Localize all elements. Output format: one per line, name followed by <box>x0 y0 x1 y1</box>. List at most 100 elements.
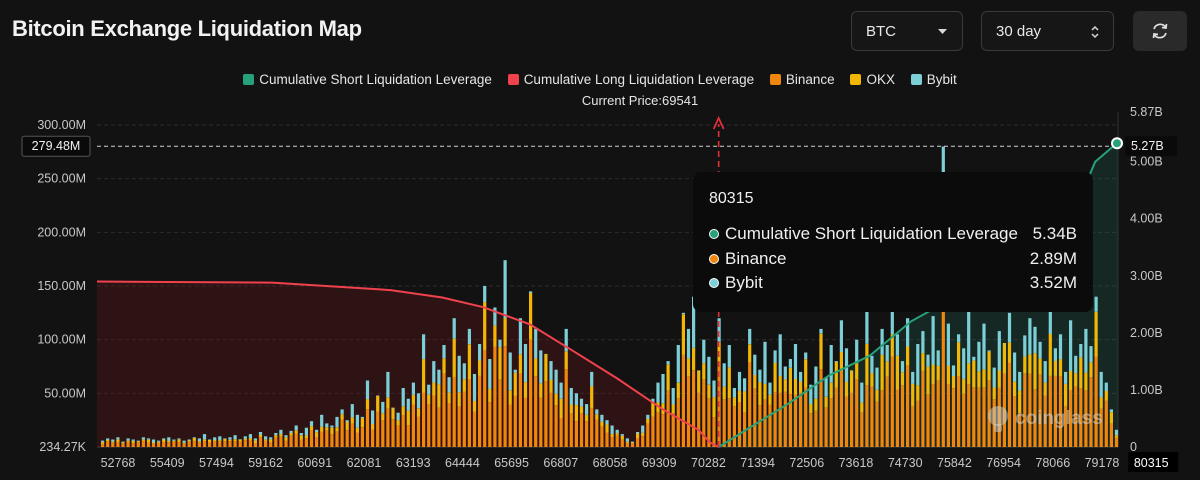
bar-okx <box>544 353 548 382</box>
bar-binance <box>529 339 533 447</box>
bar-bybit <box>136 440 140 442</box>
bar-bybit <box>513 369 517 373</box>
bar-binance <box>513 396 517 447</box>
bar-okx <box>646 419 650 424</box>
bar-binance <box>549 392 553 447</box>
legend-item-long[interactable]: Cumulative Long Liquidation Leverage <box>507 72 754 87</box>
bar-bybit <box>844 348 849 382</box>
bar-binance <box>228 441 232 447</box>
bar-bybit <box>376 395 380 396</box>
bar-okx <box>391 407 395 420</box>
bar-okx <box>432 382 436 396</box>
bar-okx <box>411 394 415 405</box>
bar-okx <box>248 438 252 440</box>
bar-okx <box>921 353 925 371</box>
bar-binance <box>340 420 344 447</box>
bar-binance <box>773 391 777 447</box>
bar-bybit <box>447 377 451 393</box>
long-line <box>96 280 720 448</box>
bar-okx <box>472 401 477 412</box>
bar-binance <box>661 414 665 447</box>
bar-binance <box>962 393 966 447</box>
x-tick-highlight <box>1128 452 1179 472</box>
bar-okx <box>427 394 431 404</box>
bar-okx <box>946 365 950 384</box>
bar-binance <box>1033 389 1037 447</box>
watermark-text: coinglass <box>1015 408 1103 429</box>
bar-binance <box>141 440 145 447</box>
bar-okx <box>238 439 242 442</box>
bar-okx <box>325 427 329 431</box>
right-tick-label: 5.87B <box>1130 105 1163 119</box>
bar-binance <box>269 442 273 447</box>
bar-bybit <box>162 438 166 440</box>
bar-bybit <box>865 309 869 344</box>
bar-okx <box>605 424 609 433</box>
bar-bybit <box>1007 312 1012 343</box>
up-down-chevron-icon <box>1091 25 1099 39</box>
bar-bybit <box>895 334 899 356</box>
bar-binance <box>1089 377 1093 447</box>
bar-bybit <box>686 328 691 359</box>
bar-okx <box>855 363 859 380</box>
bar-okx <box>957 342 961 376</box>
bar-binance <box>299 439 303 447</box>
bar-bybit <box>457 355 461 393</box>
bar-bybit <box>579 398 584 407</box>
legend-item-binance[interactable]: Binance <box>769 72 835 87</box>
bar-binance <box>330 434 334 447</box>
bar-bybit <box>737 371 742 391</box>
bar-okx <box>151 442 156 444</box>
bar-binance <box>304 438 308 447</box>
legend-swatch <box>507 74 519 85</box>
bar-okx <box>951 376 956 389</box>
bar-okx <box>610 434 614 438</box>
period-select-value: 30 day <box>996 23 1042 40</box>
legend-item-short[interactable]: Cumulative Short Liquidation Leverage <box>243 72 492 87</box>
bar-binance <box>636 438 640 447</box>
bar-bybit <box>483 286 487 303</box>
bar-binance <box>855 379 859 447</box>
period-select[interactable]: 30 day <box>981 11 1114 51</box>
bar-bybit <box>1094 296 1098 312</box>
bar-okx <box>182 442 186 444</box>
bar-bybit <box>335 416 339 428</box>
bar-bybit <box>467 328 471 345</box>
bar-bybit <box>197 438 201 442</box>
bar-binance <box>814 410 818 447</box>
bar-bybit <box>758 369 762 383</box>
bar-bybit <box>834 361 838 362</box>
bar-bybit <box>676 345 680 383</box>
coin-select[interactable]: BTC <box>851 11 963 51</box>
bar-bybit <box>564 328 568 352</box>
bar-bybit <box>712 380 716 398</box>
bar-binance <box>921 370 925 447</box>
bar-binance <box>865 385 869 447</box>
bar-okx <box>559 398 563 418</box>
bar-binance <box>712 417 716 447</box>
bar-binance <box>829 398 833 447</box>
bar-binance <box>442 373 446 447</box>
bar-bybit <box>1104 382 1108 391</box>
dot-icon <box>709 253 719 264</box>
bar-okx <box>335 427 339 432</box>
bar-bybit <box>452 318 456 339</box>
bar-bybit <box>850 371 854 373</box>
bar-binance <box>982 387 986 447</box>
bar-bybit <box>997 331 1001 371</box>
left-tick-label: 250.00M <box>37 172 86 186</box>
bar-binance <box>223 441 227 447</box>
bar-binance <box>106 441 110 447</box>
legend-item-okx[interactable]: OKX <box>850 72 895 87</box>
bar-binance <box>213 441 217 447</box>
bar-binance <box>967 384 971 447</box>
bar-bybit <box>931 316 935 365</box>
refresh-button[interactable] <box>1133 11 1187 51</box>
bar-binance <box>238 441 242 447</box>
bar-okx <box>793 379 798 395</box>
bar-binance <box>946 384 950 447</box>
bar-binance <box>564 369 568 447</box>
legend-item-bybit[interactable]: Bybit <box>910 72 957 87</box>
bar-binance <box>126 441 130 447</box>
